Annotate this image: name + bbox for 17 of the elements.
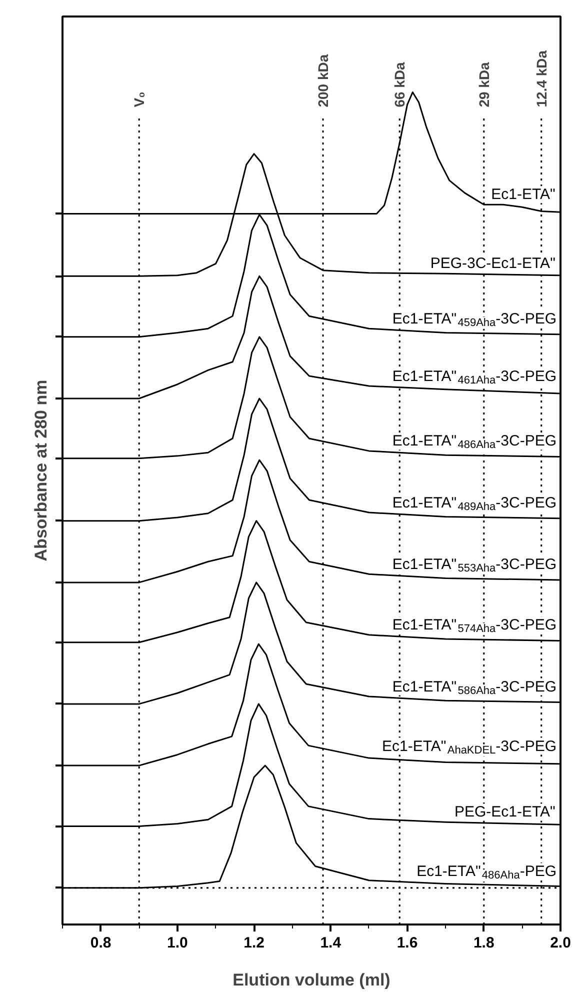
x-tick-label: 1.4 <box>320 934 342 952</box>
y-axis-title: Absorbance at 280 nm <box>32 380 50 562</box>
x-tick-label: 1.0 <box>166 934 188 952</box>
ref-line-label: 66 kDa <box>392 62 408 108</box>
x-tick-label: 1.8 <box>473 934 494 952</box>
ref-line-label: V₀ <box>131 92 148 108</box>
x-tick-label: 2.0 <box>550 934 571 952</box>
x-tick-label: 1.2 <box>244 934 264 952</box>
series-label: PEG-Ec1-ETA" <box>454 804 556 821</box>
series-label: PEG-3C-Ec1-ETA" <box>430 254 556 272</box>
ref-line-label: 29 kDa <box>476 62 492 108</box>
x-tick-label: 0.8 <box>90 934 112 952</box>
ref-line-label: 12.4 kDa <box>533 50 550 108</box>
series-label: Ec1-ETA" <box>491 186 556 204</box>
ref-line-label: 200 kDa <box>314 54 331 108</box>
x-tick-label: 1.6 <box>396 934 418 952</box>
x-axis-title: Elution volume (ml) <box>232 970 390 990</box>
